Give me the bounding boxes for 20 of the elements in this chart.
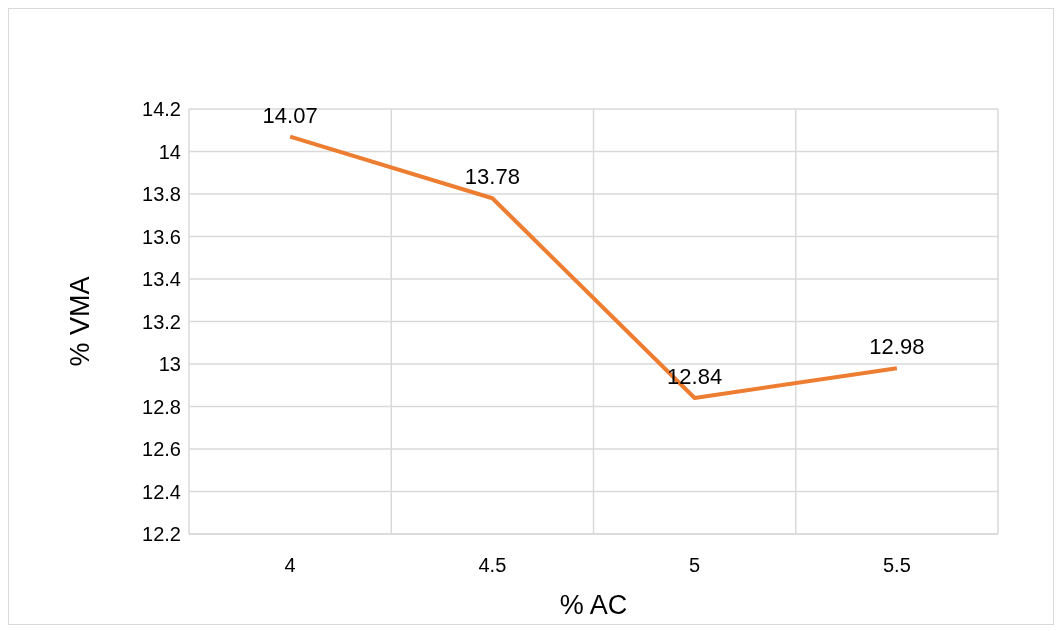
y-tick-label: 13.4 (142, 268, 181, 291)
x-tick-label: 4 (284, 554, 296, 577)
x-tick-label: 4.5 (478, 554, 507, 577)
data-label: 12.98 (869, 334, 925, 360)
y-axis-title: % VMA (64, 276, 95, 367)
y-tick-label: 12.4 (142, 480, 181, 503)
y-tick-label: 12.8 (142, 395, 181, 418)
data-label: 13.78 (464, 164, 520, 190)
x-tick-label: 5.5 (882, 554, 911, 577)
data-label: 14.07 (262, 102, 318, 128)
y-tick-label: 13.8 (142, 183, 181, 206)
x-axis-title: % AC (559, 590, 628, 620)
y-tick-label: 12.2 (142, 523, 181, 546)
y-tick-label: 13.6 (142, 225, 181, 248)
y-tick-label: 12.6 (142, 438, 181, 461)
y-tick-label: 14 (158, 140, 181, 163)
y-tick-label: 13 (158, 353, 181, 376)
y-tick-label: 14.2 (142, 98, 181, 121)
y-tick-label: 13.2 (142, 310, 181, 333)
x-tick-label: 5 (689, 554, 701, 577)
